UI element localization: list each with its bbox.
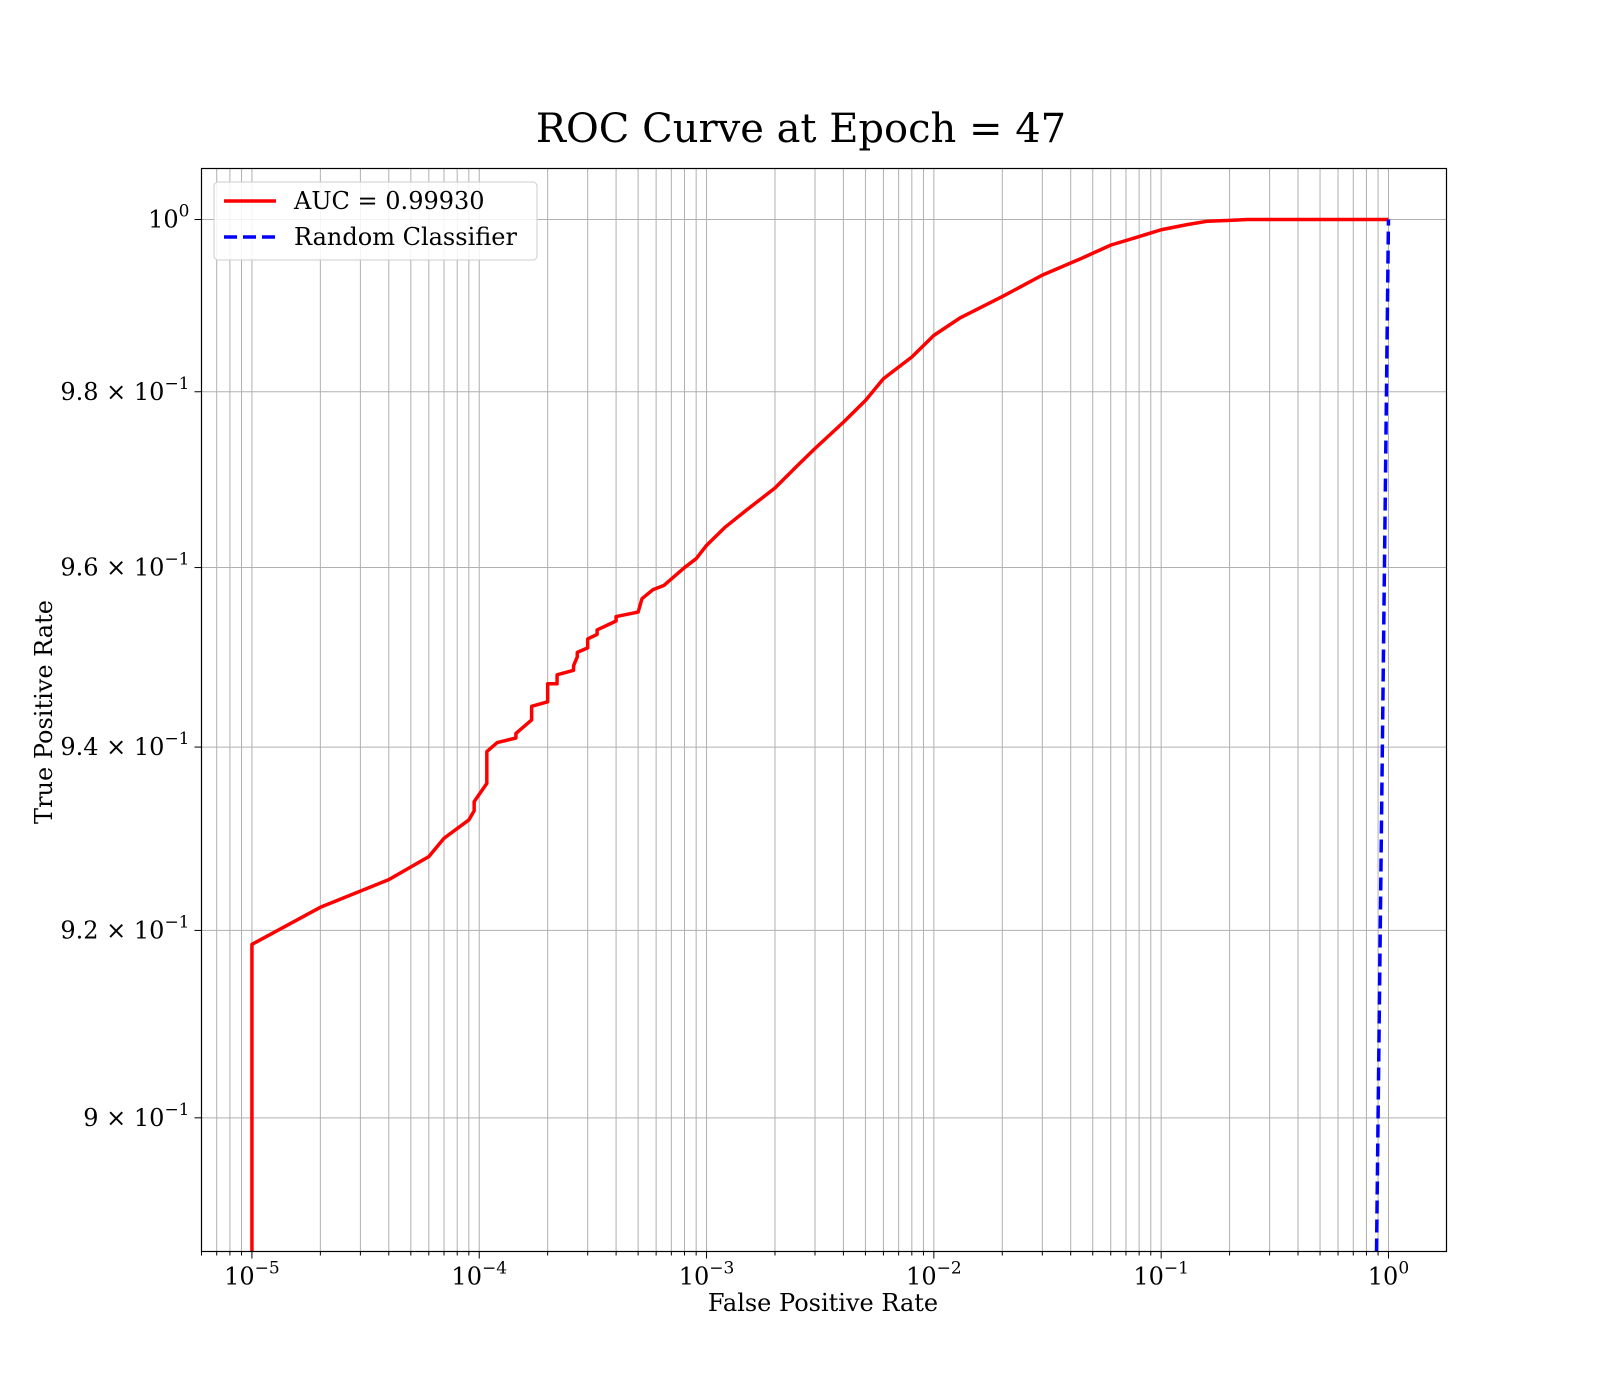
y-tick-label: 9.8 × 10−1 [60,374,189,406]
y-tick-label: 9.4 × 10−1 [60,729,189,761]
plot-frame [200,167,1448,1253]
y-axis-label: True Positive Rate [30,600,58,824]
x-tick-label: 10−2 [906,1259,962,1291]
x-tick-label: 100 [1368,1259,1409,1291]
x-axis: 10−5 10−4 10−3 10−2 10−1 100 [201,1251,1409,1291]
roc-curve-line [250,217,1389,1252]
legend-box [213,181,538,261]
y-tick-label: 9 × 10−1 [83,1100,189,1132]
x-tick-label: 10−4 [451,1259,507,1291]
legend-label-random-classifier: Random Classifier [294,223,517,251]
chart-title: ROC Curve at Epoch = 47 [536,106,1066,152]
y-axis: 9 × 10−1 9.2 × 10−1 9.4 × 10−1 9.6 × 10−1 9.… [60,202,202,1132]
legend-label-auc: AUC = 0.99930 [293,187,485,215]
x-tick-label: 10−3 [679,1259,735,1291]
x-tick-label: 10−1 [1133,1259,1189,1291]
x-axis-label: False Positive Rate [708,1289,938,1317]
x-tick-label: 10−5 [224,1259,280,1291]
y-tick-label: 9.6 × 10−1 [60,550,189,582]
random-classifier-line [1374,219,1391,1252]
grid [201,168,1447,1252]
y-tick-label: 100 [148,202,189,234]
y-tick-label: 9.2 × 10−1 [60,912,189,944]
plot-area [250,217,1391,1252]
legend: AUC = 0.99930 Random Classifier [213,181,538,261]
